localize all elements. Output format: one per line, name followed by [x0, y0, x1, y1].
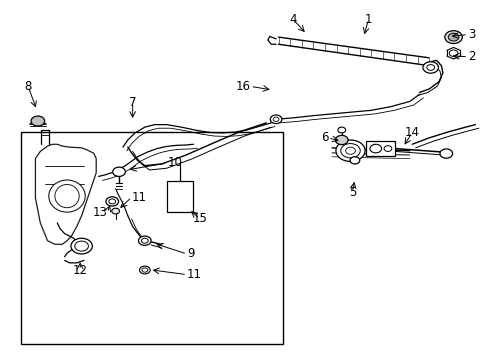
- Polygon shape: [35, 144, 96, 244]
- Text: 4: 4: [289, 13, 296, 26]
- Circle shape: [345, 147, 355, 154]
- Circle shape: [139, 266, 150, 274]
- Circle shape: [106, 197, 118, 206]
- Ellipse shape: [49, 180, 85, 212]
- Circle shape: [426, 64, 434, 70]
- Text: 8: 8: [24, 80, 32, 93]
- Bar: [21, 132, 283, 344]
- Circle shape: [270, 115, 282, 123]
- Text: 16: 16: [235, 80, 250, 93]
- Circle shape: [71, 238, 92, 254]
- Circle shape: [335, 135, 347, 145]
- Text: 3: 3: [467, 28, 474, 41]
- Text: 9: 9: [187, 247, 194, 260]
- Text: 7: 7: [129, 96, 136, 109]
- Text: 13: 13: [92, 206, 107, 219]
- Text: 6: 6: [320, 131, 327, 144]
- Circle shape: [340, 144, 360, 158]
- Bar: [166, 181, 193, 212]
- Text: 1: 1: [364, 13, 371, 26]
- Circle shape: [141, 238, 148, 243]
- Circle shape: [112, 208, 119, 214]
- Circle shape: [369, 144, 381, 153]
- Circle shape: [444, 31, 461, 44]
- Circle shape: [422, 62, 438, 73]
- Text: 12: 12: [73, 264, 87, 276]
- Circle shape: [335, 140, 365, 161]
- Text: 11: 11: [187, 268, 202, 281]
- Circle shape: [448, 50, 457, 57]
- Circle shape: [439, 149, 452, 158]
- Circle shape: [113, 167, 125, 176]
- Circle shape: [349, 157, 359, 164]
- Text: 14: 14: [404, 126, 419, 139]
- Circle shape: [109, 199, 116, 204]
- Circle shape: [447, 33, 458, 41]
- Text: 5: 5: [348, 186, 355, 199]
- Circle shape: [138, 236, 151, 246]
- Ellipse shape: [55, 184, 79, 208]
- Circle shape: [273, 117, 279, 121]
- Text: 2: 2: [467, 50, 475, 63]
- Text: 11: 11: [131, 191, 146, 204]
- Circle shape: [142, 268, 147, 272]
- Circle shape: [337, 127, 345, 133]
- Circle shape: [31, 116, 44, 126]
- Text: 10: 10: [167, 156, 182, 169]
- Bar: [366, 141, 394, 156]
- Circle shape: [75, 241, 88, 251]
- Circle shape: [383, 146, 391, 152]
- Text: 15: 15: [192, 212, 207, 225]
